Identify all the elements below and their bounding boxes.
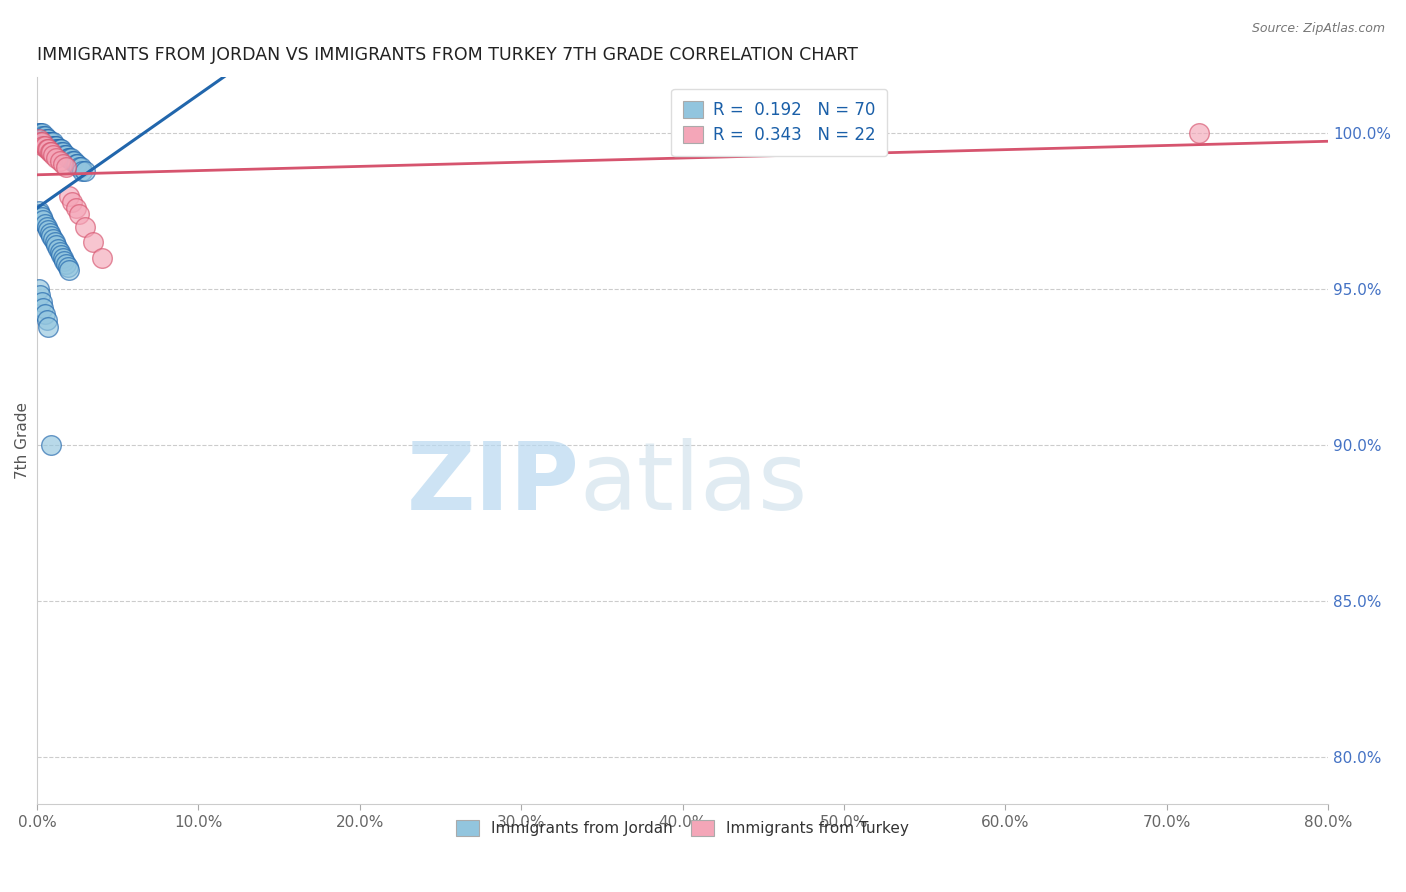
Point: [37, 136, 59, 150]
Point: [41, 229, 63, 244]
Point: [49, 248, 72, 262]
Point: [38, 226, 60, 240]
Point: [34, 129, 56, 144]
Point: [56, 260, 79, 275]
Point: [58, 151, 80, 165]
Point: [32, 213, 55, 227]
Point: [58, 263, 80, 277]
Point: [75, 219, 97, 234]
Point: [31, 294, 53, 309]
Point: [30, 136, 52, 150]
Point: [30, 129, 52, 144]
Point: [34, 136, 56, 150]
Point: [62, 194, 84, 209]
Point: [35, 142, 58, 156]
Point: [48, 154, 70, 169]
Point: [59, 151, 82, 165]
Point: [27, 282, 49, 296]
Point: [52, 145, 75, 159]
Point: [35, 219, 58, 234]
Point: [52, 251, 75, 265]
Point: [42, 136, 65, 150]
Point: [35, 313, 58, 327]
Point: [55, 161, 77, 175]
Point: [49, 145, 72, 159]
Point: [34, 217, 56, 231]
Point: [45, 142, 67, 156]
Point: [65, 157, 87, 171]
Point: [42, 138, 65, 153]
Point: [32, 138, 55, 153]
Point: [82, 235, 104, 250]
Point: [32, 132, 55, 146]
Point: [1188, 126, 1211, 140]
Text: Source: ZipAtlas.com: Source: ZipAtlas.com: [1251, 22, 1385, 36]
Text: ZIP: ZIP: [406, 438, 579, 530]
Point: [31, 132, 53, 146]
Point: [45, 238, 67, 252]
Point: [27, 132, 49, 146]
Point: [75, 163, 97, 178]
Point: [37, 132, 59, 146]
Point: [38, 138, 60, 153]
Point: [67, 161, 90, 175]
Point: [45, 138, 67, 153]
Point: [44, 142, 66, 156]
Point: [69, 161, 91, 175]
Point: [41, 136, 63, 150]
Point: [31, 126, 53, 140]
Point: [67, 207, 90, 221]
Text: IMMIGRANTS FROM JORDAN VS IMMIGRANTS FROM TURKEY 7TH GRADE CORRELATION CHART: IMMIGRANTS FROM JORDAN VS IMMIGRANTS FRO…: [37, 46, 858, 64]
Point: [46, 142, 69, 156]
Point: [37, 319, 59, 334]
Point: [53, 148, 76, 162]
Point: [90, 251, 112, 265]
Point: [41, 138, 63, 153]
Point: [46, 242, 69, 256]
Point: [62, 154, 84, 169]
Point: [32, 129, 55, 144]
Point: [34, 307, 56, 321]
Point: [32, 301, 55, 315]
Point: [48, 244, 70, 259]
Point: [27, 126, 49, 140]
Point: [42, 232, 65, 246]
Point: [55, 148, 77, 162]
Point: [49, 142, 72, 156]
Point: [31, 211, 53, 225]
Point: [42, 148, 65, 162]
Point: [70, 163, 93, 178]
Y-axis label: 7th Grade: 7th Grade: [15, 402, 30, 479]
Point: [30, 288, 52, 302]
Point: [38, 136, 60, 150]
Point: [55, 257, 77, 271]
Point: [34, 138, 56, 153]
Point: [35, 136, 58, 150]
Point: [41, 145, 63, 159]
Point: [44, 138, 66, 153]
Point: [46, 145, 69, 159]
Point: [27, 204, 49, 219]
Point: [48, 142, 70, 156]
Point: [52, 157, 75, 171]
Point: [66, 157, 89, 171]
Point: [56, 151, 79, 165]
Point: [65, 201, 87, 215]
Point: [37, 223, 59, 237]
Point: [37, 142, 59, 156]
Point: [38, 145, 60, 159]
Point: [63, 154, 86, 169]
Point: [30, 126, 52, 140]
Point: [45, 151, 67, 165]
Point: [53, 254, 76, 268]
Point: [58, 188, 80, 202]
Point: [35, 132, 58, 146]
Point: [44, 235, 66, 250]
Point: [31, 136, 53, 150]
Point: [30, 207, 52, 221]
Text: atlas: atlas: [579, 438, 807, 530]
Point: [41, 438, 63, 452]
Legend: Immigrants from Jordan, Immigrants from Turkey: Immigrants from Jordan, Immigrants from …: [449, 813, 917, 844]
